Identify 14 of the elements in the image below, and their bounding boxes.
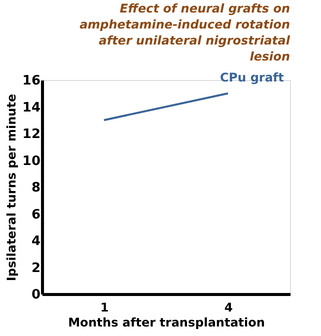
x-tick-label: 1 [100,300,109,314]
y-tick-label: 4 [31,234,40,249]
y-tick-label: 10 [22,154,40,169]
y-tick-label: 16 [22,74,40,88]
y-tick-label: 14 [22,100,40,116]
chart-title: Effect of neural grafts on amphetamine-induced rotation after unilateral nigrostriatal lesion [80,1,291,64]
y-tick-label: 2 [31,260,40,276]
series-label: CPu graft [220,70,284,84]
y-tick-label: 0 [31,288,40,302]
y-tick-label: 8 [31,180,40,196]
y-axis-title: Ipsilateral turns per minute [4,94,18,282]
y-tick-label: 6 [31,207,40,222]
y-tick-label: 12 [22,127,40,142]
x-axis-title: Months after transplantation [68,316,265,330]
